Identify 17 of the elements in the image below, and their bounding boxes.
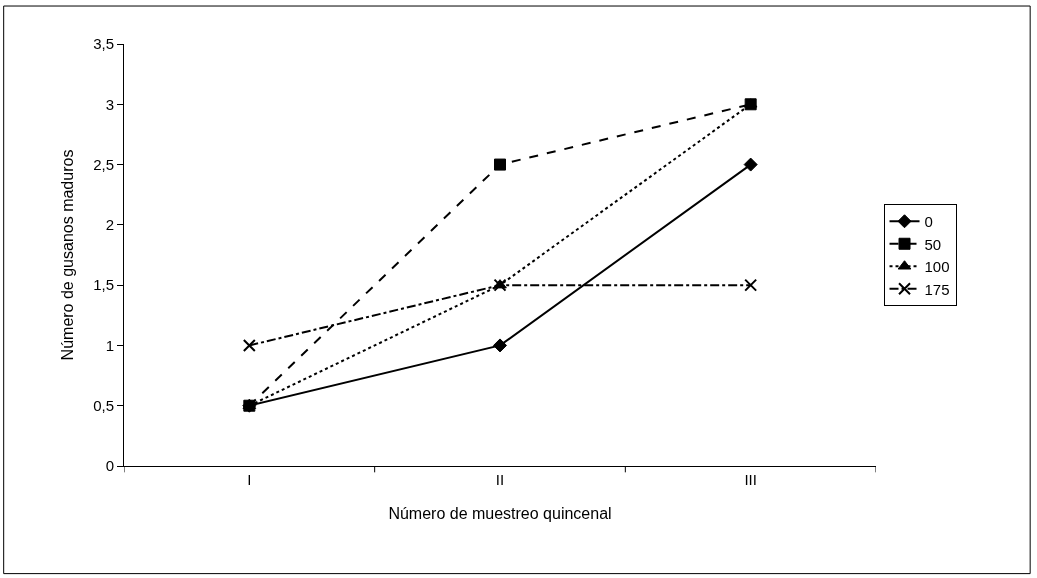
x-tick-label: II [495, 471, 505, 488]
y-tick-label: 1 [105, 336, 114, 354]
y-tick-label: 1,5 [93, 276, 114, 294]
y-axis-title: Número de gusanos maduros [59, 149, 77, 361]
y-tick-label: 2,5 [93, 155, 114, 173]
x-tick-label: III [744, 471, 757, 488]
y-tick-label: 0,5 [93, 396, 114, 414]
legend-label: 100 [924, 258, 950, 276]
y-tick-label: 0 [105, 457, 114, 475]
y-tick-label: 3,5 [93, 35, 114, 53]
legend-label: 0 [924, 213, 933, 231]
x-tick-label: I [247, 471, 252, 488]
legend-label: 175 [924, 280, 950, 298]
x-axis-title: Número de muestreo quincenal [388, 504, 612, 522]
y-tick-label: 3 [105, 95, 114, 113]
y-tick-label: 2 [105, 216, 114, 234]
legend-label: 50 [924, 235, 942, 253]
